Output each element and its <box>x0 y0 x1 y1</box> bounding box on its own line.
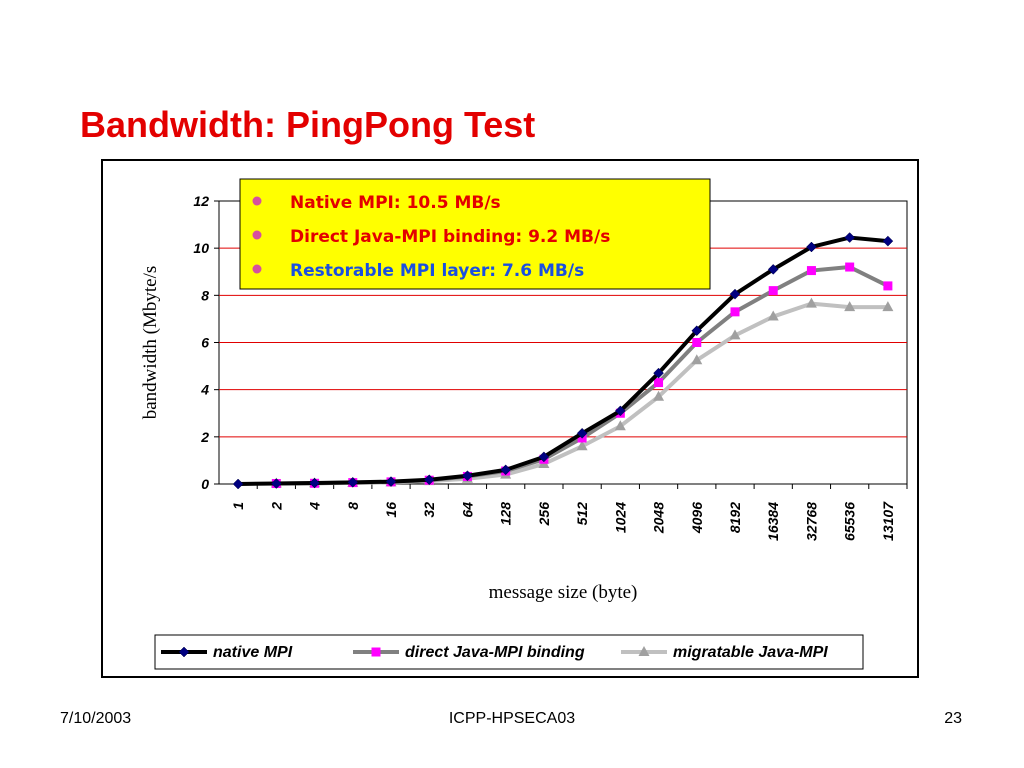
x-tick-label: 1 <box>230 502 246 510</box>
callout-box <box>239 178 711 290</box>
y-tick-label: 4 <box>200 382 209 398</box>
data-point-0 <box>653 367 664 379</box>
x-tick-label: 4 <box>307 502 323 511</box>
data-point-0 <box>538 451 550 463</box>
legend-marker-1 <box>371 647 381 657</box>
page-number: 23 <box>944 710 962 727</box>
x-tick-label: 8 <box>345 502 361 510</box>
data-point-2 <box>653 390 665 401</box>
data-point-1 <box>692 338 702 347</box>
y-tick-label: 12 <box>193 193 209 209</box>
data-point-2 <box>767 310 779 321</box>
x-tick-label: 32768 <box>803 502 819 541</box>
data-point-0 <box>270 478 282 489</box>
x-tick-label: 64 <box>459 502 475 518</box>
data-point-2 <box>882 301 894 312</box>
callout-bullet <box>252 196 262 206</box>
legend-marker-0 <box>178 646 190 658</box>
y-tick-label: 6 <box>201 335 209 351</box>
x-tick-label: 1024 <box>612 502 628 533</box>
legend-label-2: migratable Java-MPI <box>673 644 828 661</box>
x-tick-label: 4096 <box>689 502 705 534</box>
x-tick-label: 128 <box>498 502 514 526</box>
callout-bullet <box>252 230 262 240</box>
data-point-0 <box>806 241 817 253</box>
data-point-0 <box>500 464 512 476</box>
x-tick-label: 16384 <box>765 502 781 541</box>
data-point-2 <box>576 440 588 451</box>
y-axis-title: bandwidth (Mbyte/s <box>140 266 161 420</box>
data-point-1 <box>806 266 816 276</box>
data-point-0 <box>576 427 588 439</box>
series-line-2 <box>276 301 888 486</box>
footer-center-text: ICPP-HPSECA03 <box>448 710 576 727</box>
x-tick-label: 2048 <box>651 502 667 534</box>
x-tick-label: 2 <box>268 502 284 511</box>
data-point-1 <box>654 378 664 388</box>
x-tick-label: 32 <box>421 502 437 518</box>
data-point-0 <box>423 474 435 486</box>
y-tick-label: 10 <box>193 240 209 256</box>
data-point-1 <box>730 307 740 317</box>
data-point-0 <box>462 470 473 482</box>
slide-title: Bandwidth: PingPong Test <box>80 104 536 145</box>
data-point-0 <box>232 478 244 490</box>
callout-line: Native MPI: 10.5 MB/s <box>290 193 501 213</box>
callout-line: Direct Java-MPI binding: 9.2 MB/s <box>290 227 610 247</box>
callout-bullet <box>252 264 262 274</box>
y-tick-label: 8 <box>201 287 209 303</box>
data-point-2 <box>805 297 817 308</box>
data-point-0 <box>767 264 779 275</box>
x-tick-label: 512 <box>574 502 590 526</box>
chart-frame: 0 2 4 6 8 10 12 1 2 4 8 16 32 64 128 256 512 1024 2048 4096… <box>101 159 919 678</box>
data-point-2 <box>614 420 626 431</box>
data-point-1 <box>845 262 855 272</box>
footer-date: 7/10/2003 <box>60 710 132 727</box>
data-point-1 <box>883 281 893 291</box>
legend-label-0: native MPI <box>213 644 293 661</box>
data-point-0 <box>882 235 894 247</box>
x-tick-label: 13107 <box>880 501 896 541</box>
data-point-0 <box>729 288 741 300</box>
x-tick-label: 256 <box>536 502 552 527</box>
data-point-0 <box>844 232 856 243</box>
series-line-0 <box>238 235 889 486</box>
callout-line: Restorable MPI layer: 7.6 MB/s <box>290 261 584 281</box>
x-tick-label: 16 <box>383 502 399 518</box>
legend-marker-2 <box>638 646 650 656</box>
y-tick-label: 0 <box>201 476 209 492</box>
data-point-0 <box>385 476 397 487</box>
data-point-0 <box>614 405 626 417</box>
series-line-1 <box>276 265 889 486</box>
data-point-0 <box>309 477 320 489</box>
x-axis-title: message size (byte) <box>489 582 638 603</box>
data-point-2 <box>691 354 703 365</box>
data-point-1 <box>768 286 778 296</box>
data-point-0 <box>691 325 703 337</box>
x-tick-label: 8192 <box>727 502 743 533</box>
x-tick-label: 65536 <box>842 502 858 541</box>
data-point-2 <box>729 329 741 340</box>
legend <box>154 634 864 670</box>
data-point-2 <box>844 301 856 312</box>
data-point-0 <box>347 476 359 488</box>
legend-label-1: direct Java-MPI binding <box>405 644 585 661</box>
y-tick-label: 2 <box>200 429 209 445</box>
